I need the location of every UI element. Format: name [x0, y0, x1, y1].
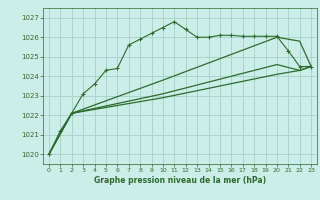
X-axis label: Graphe pression niveau de la mer (hPa): Graphe pression niveau de la mer (hPa)	[94, 176, 266, 185]
